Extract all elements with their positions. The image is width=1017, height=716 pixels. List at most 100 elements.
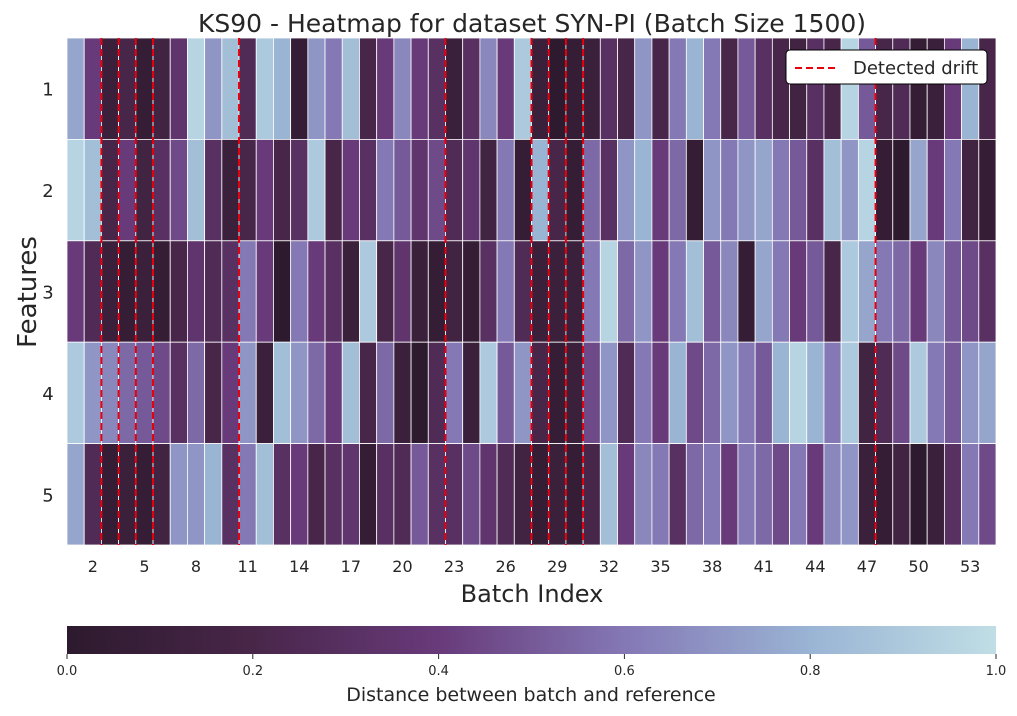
heatmap-cell	[599, 37, 618, 140]
heatmap-cell	[273, 240, 292, 343]
heatmap-cell	[187, 443, 206, 546]
heatmap-cell	[685, 443, 704, 546]
heatmap-cell	[101, 443, 120, 546]
heatmap-cell	[359, 341, 378, 445]
x-tick-label: 14	[289, 557, 309, 576]
heatmap-cell	[565, 138, 584, 242]
heatmap-cell	[496, 443, 515, 546]
heatmap-cell	[892, 240, 911, 343]
heatmap-cell	[462, 240, 481, 343]
heatmap-cell	[548, 138, 567, 242]
heatmap-cell	[703, 138, 722, 242]
heatmap-cell	[187, 341, 206, 445]
heatmap-cell	[427, 341, 446, 445]
heatmap-cell	[892, 341, 911, 445]
heatmap-cell	[789, 240, 808, 343]
heatmap-cell	[978, 341, 997, 445]
heatmap-cell	[668, 341, 687, 445]
heatmap-cell	[703, 341, 722, 445]
heatmap-cell	[961, 341, 980, 445]
heatmap-cell	[771, 341, 790, 445]
x-tick-label: 23	[444, 557, 464, 576]
heatmap-cell	[771, 138, 790, 242]
heatmap-cell	[204, 443, 223, 546]
heatmap-cell	[410, 138, 429, 242]
heatmap-cell	[651, 37, 670, 140]
heatmap-cell	[685, 341, 704, 445]
colorbar-tick-label: 1.0	[986, 664, 1007, 679]
heatmap-cell	[393, 240, 412, 343]
heatmap-cell	[255, 443, 274, 546]
heatmap-cell	[135, 443, 154, 546]
y-axis-label: Features	[13, 236, 43, 348]
heatmap-cell	[445, 240, 464, 343]
heatmap-cell	[359, 443, 378, 546]
heatmap-cell	[393, 37, 412, 140]
colorbar	[67, 626, 996, 654]
heatmap-cell	[255, 341, 274, 445]
heatmap-cell	[83, 138, 102, 242]
x-tick-label: 2	[88, 557, 98, 576]
heatmap-cell	[135, 240, 154, 343]
heatmap-cell	[376, 240, 395, 343]
colorbar-tick-label: 0.4	[428, 664, 449, 679]
heatmap-cell	[427, 37, 446, 140]
heatmap-cell	[410, 240, 429, 343]
heatmap-cell	[255, 37, 274, 140]
heatmap-cell	[771, 443, 790, 546]
y-tick-label: 3	[42, 283, 53, 304]
heatmap-cell	[496, 138, 515, 242]
y-tick-label: 2	[42, 181, 53, 202]
heatmap-cell	[737, 138, 756, 242]
heatmap-cell	[135, 341, 154, 445]
heatmap-cell	[892, 443, 911, 546]
heatmap-cell	[737, 443, 756, 546]
heatmap-cell	[341, 443, 360, 546]
heatmap-cell	[496, 341, 515, 445]
heatmap-cell	[462, 341, 481, 445]
heatmap-cell	[341, 240, 360, 343]
heatmap-cell	[651, 138, 670, 242]
heatmap-cell	[668, 443, 687, 546]
heatmap-cell	[531, 240, 550, 343]
heatmap-cell	[943, 240, 962, 343]
heatmap-cell	[531, 37, 550, 140]
heatmap-cell	[118, 138, 137, 242]
heatmap-cell	[496, 240, 515, 343]
heatmap-cell	[221, 443, 240, 546]
legend-label: Detected drift	[853, 58, 978, 79]
heatmap-cell	[875, 138, 894, 242]
heatmap-cell	[668, 37, 687, 140]
heatmap-cell	[823, 443, 842, 546]
heatmap-cell	[118, 37, 137, 140]
heatmap-cell	[806, 138, 825, 242]
heatmap-cell	[152, 341, 171, 445]
colorbar-tick-label: 0.2	[242, 664, 263, 679]
heatmap-cell	[204, 37, 223, 140]
heatmap-cell	[324, 341, 343, 445]
heatmap-cell	[445, 443, 464, 546]
heatmap-cell	[307, 443, 326, 546]
x-tick-label: 38	[702, 557, 722, 576]
heatmap-cell	[376, 37, 395, 140]
heatmap-cell	[204, 341, 223, 445]
heatmap-cell	[427, 138, 446, 242]
heatmap-cell	[341, 341, 360, 445]
heatmap-cell	[651, 240, 670, 343]
heatmap-cell	[324, 240, 343, 343]
heatmap-cell	[359, 138, 378, 242]
heatmap-cell	[703, 443, 722, 546]
heatmap-cell	[720, 138, 739, 242]
heatmap-cell	[410, 37, 429, 140]
heatmap-cell	[238, 341, 257, 445]
heatmap-cell	[703, 240, 722, 343]
heatmap-cell	[307, 341, 326, 445]
x-tick-label: 47	[857, 557, 877, 576]
heatmap-cell	[496, 37, 515, 140]
heatmap-cell	[840, 138, 859, 242]
colorbar-tick-label: 0.6	[614, 664, 635, 679]
heatmap-cell	[720, 240, 739, 343]
heatmap-cell	[875, 443, 894, 546]
heatmap-cell	[599, 443, 618, 546]
